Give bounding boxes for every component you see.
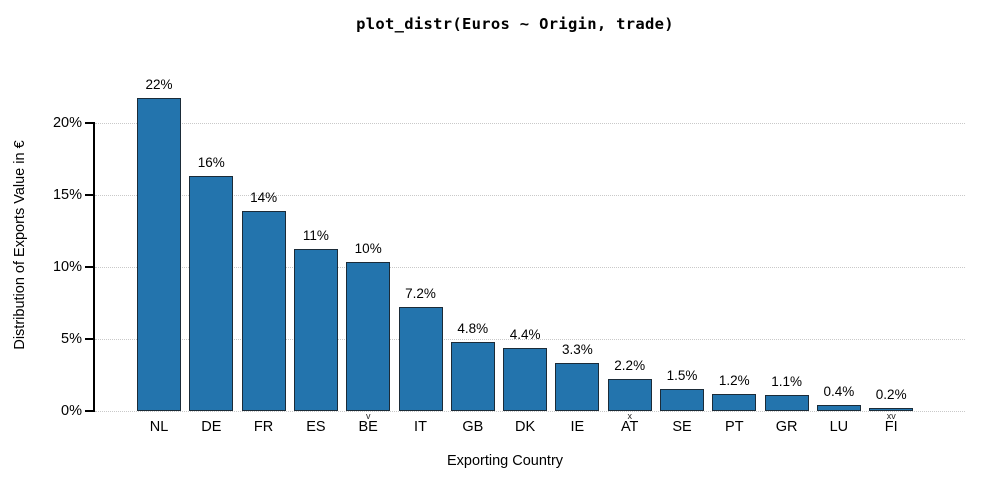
bar — [398, 307, 443, 411]
bar — [137, 98, 181, 411]
chart-title: plot_distr(Euros ~ Origin, trade) — [356, 15, 674, 33]
bar-value-label: 22% — [145, 77, 173, 93]
x-tick-label: BE — [358, 419, 378, 435]
bar — [189, 175, 234, 411]
bar-value-label: 11% — [302, 228, 329, 244]
y-axis-line — [93, 122, 95, 412]
bar-value-label: 16% — [197, 154, 225, 170]
bar — [241, 210, 286, 411]
bar-value-label: 3.3% — [562, 342, 593, 358]
gridline — [95, 411, 965, 412]
bar — [293, 249, 338, 411]
gridline — [95, 194, 965, 196]
x-tick-superscript: xv — [886, 411, 896, 421]
gridline — [95, 338, 965, 340]
x-tick-label: GR — [775, 419, 798, 435]
y-tick-label: 15% — [52, 186, 82, 203]
bar-value-label: 1.5% — [666, 368, 698, 384]
bar — [607, 379, 652, 411]
bar-value-label: 7.2% — [405, 286, 436, 302]
bar-value-label: 10% — [354, 241, 382, 257]
bar — [346, 262, 391, 411]
y-tick-mark — [85, 121, 95, 124]
gridline — [95, 122, 965, 124]
bar-value-label: 0.4% — [823, 384, 855, 400]
gridline — [95, 266, 965, 268]
x-tick-label: ES — [306, 419, 326, 435]
y-tick-mark — [85, 410, 95, 412]
bar — [869, 408, 914, 411]
x-tick-label: NL — [149, 419, 169, 435]
y-tick-label: 20% — [52, 114, 82, 131]
x-tick-label: FR — [253, 419, 274, 435]
x-tick-label: AT — [620, 419, 639, 435]
bar-value-label: 0.2% — [875, 387, 907, 402]
y-tick-mark — [85, 265, 95, 268]
bar-value-label: 4.4% — [509, 326, 541, 342]
x-tick-label: GB — [462, 419, 484, 435]
x-tick-superscript: x — [627, 411, 632, 421]
x-tick-label: DE — [201, 419, 222, 435]
x-tick-label: IE — [570, 419, 585, 435]
x-tick-label: LU — [829, 419, 849, 435]
bar — [660, 389, 704, 411]
bar-value-label: 2.2% — [614, 358, 646, 374]
bar — [503, 347, 548, 411]
bar — [712, 393, 757, 411]
y-tick-mark — [85, 337, 95, 340]
bar — [816, 405, 861, 411]
x-tick-label: IT — [414, 419, 427, 435]
x-tick-label: SE — [672, 419, 692, 435]
x-axis-title: Exporting Country — [446, 453, 564, 469]
bar-value-label: 4.8% — [457, 320, 489, 336]
x-tick-label: PT — [725, 419, 744, 435]
bar — [555, 363, 600, 411]
y-tick-label: 0% — [61, 403, 82, 419]
x-tick-label: DK — [515, 419, 536, 435]
x-tick-label: FI — [884, 419, 898, 435]
y-tick-mark — [85, 193, 95, 196]
bar-value-label: 14% — [250, 189, 278, 205]
y-tick-label: 10% — [52, 258, 82, 275]
bar-value-label: 1.2% — [718, 372, 750, 388]
bar-value-label: 1.1% — [771, 374, 802, 390]
y-tick-label: 5% — [61, 330, 82, 347]
x-tick-superscript: v — [365, 411, 371, 421]
bar — [764, 395, 809, 411]
bar — [450, 341, 495, 411]
